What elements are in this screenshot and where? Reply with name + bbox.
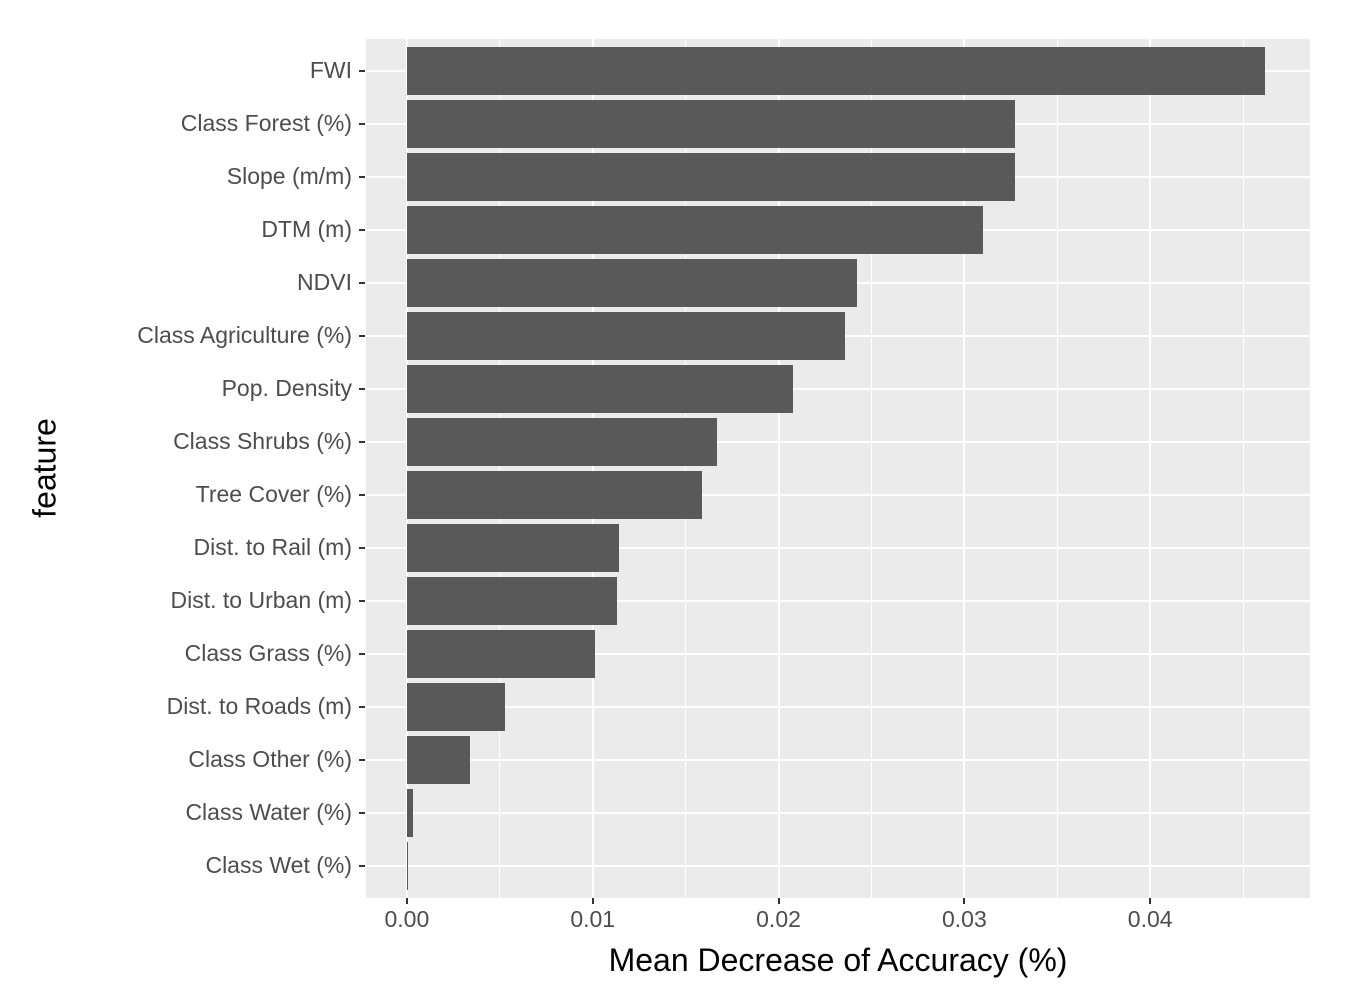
x-tick-mark [963,898,966,904]
y-tick-mark [359,759,365,762]
y-tick-mark [359,281,365,284]
bar-dtm-m [406,206,983,254]
bar-class-shrubs [406,418,718,466]
major-gridline-y [366,812,1310,815]
major-gridline-x [777,39,780,898]
y-tick-label: Class Other (%) [188,746,352,773]
x-tick-mark [405,898,408,904]
major-gridline-y [366,494,1310,496]
bar-slope-m-m [406,153,1015,201]
bar-class-grass [406,630,595,678]
bar-class-wet [406,842,408,891]
y-tick-label: Class Shrubs (%) [173,427,352,454]
y-tick-mark [359,653,365,656]
minor-gridline [499,39,501,898]
x-tick-label: 0.02 [756,906,801,932]
bar-fwi [406,46,1266,95]
y-tick-mark [359,547,365,550]
bar-dist-to-urban-m [406,577,617,625]
minor-gridline [1056,39,1058,898]
major-gridline-y [366,440,1310,443]
major-gridline-x [405,39,408,898]
bar-ndvi [406,259,857,307]
y-tick-label: DTM (m) [261,215,352,242]
minor-gridline [870,39,872,898]
bar-pop-density [406,365,794,413]
y-tick-mark [359,122,365,125]
x-tick-mark [1149,898,1152,904]
x-tick-mark [777,898,780,904]
x-tick-label: 0.03 [941,906,987,932]
plot-panel [366,39,1310,898]
major-gridline-x [1149,39,1152,898]
y-tick-label: Class Wet (%) [205,852,352,879]
y-tick-label: Dist. to Roads (m) [166,693,352,720]
major-gridline-y [366,653,1310,656]
x-axis-title: Mean Decrease of Accuracy (%) [608,942,1068,978]
y-tick-label: Slope (m/m) [226,162,352,189]
bar-class-agriculture [406,312,846,360]
y-tick-mark [359,175,365,178]
y-tick-mark [359,440,365,443]
y-tick-mark [359,387,365,390]
minor-gridline [685,39,687,898]
y-tick-mark [359,334,365,337]
y-tick-label: Class Grass (%) [184,640,352,667]
y-tick-label: NDVI [297,268,352,295]
bar-dist-to-roads-m [406,683,506,731]
y-tick-label: Class Agriculture (%) [137,321,352,348]
y-tick-label: Class Water (%) [185,799,352,826]
y-tick-mark [359,69,365,72]
x-tick-mark [591,898,594,904]
major-gridline-x [591,39,594,898]
y-tick-label: Class Forest (%) [180,109,352,136]
y-tick-label: Pop. Density [221,374,352,401]
major-gridline-y [366,706,1310,709]
major-gridline-y [366,600,1310,603]
y-tick-label: Tree Cover (%) [195,481,352,507]
bar-class-water [406,789,414,838]
x-tick-label: 0.04 [1127,906,1173,932]
y-tick-label: Dist. to Rail (m) [193,534,352,561]
y-tick-mark [359,600,365,603]
major-gridline-y [366,547,1310,550]
major-gridline-x [963,39,966,898]
bar-dist-to-rail-m [406,524,619,572]
y-tick-mark [359,228,365,231]
major-gridline-y [366,759,1310,762]
major-gridline-y [366,387,1310,390]
y-tick-mark [359,865,365,868]
bar-class-other [406,736,471,784]
bar-tree-cover [406,471,703,519]
y-tick-mark [359,812,365,815]
y-tick-label: Dist. to Urban (m) [170,587,352,614]
x-tick-label: 0.00 [384,906,430,932]
bar-class-forest [406,99,1015,148]
y-tick-mark [359,706,365,709]
y-tick-label: FWI [309,56,352,83]
major-gridline-y [366,865,1310,868]
y-tick-mark [359,494,365,496]
y-axis-title-text: feature [26,418,63,518]
minor-gridline [1242,39,1244,898]
x-tick-label: 0.01 [570,906,616,932]
